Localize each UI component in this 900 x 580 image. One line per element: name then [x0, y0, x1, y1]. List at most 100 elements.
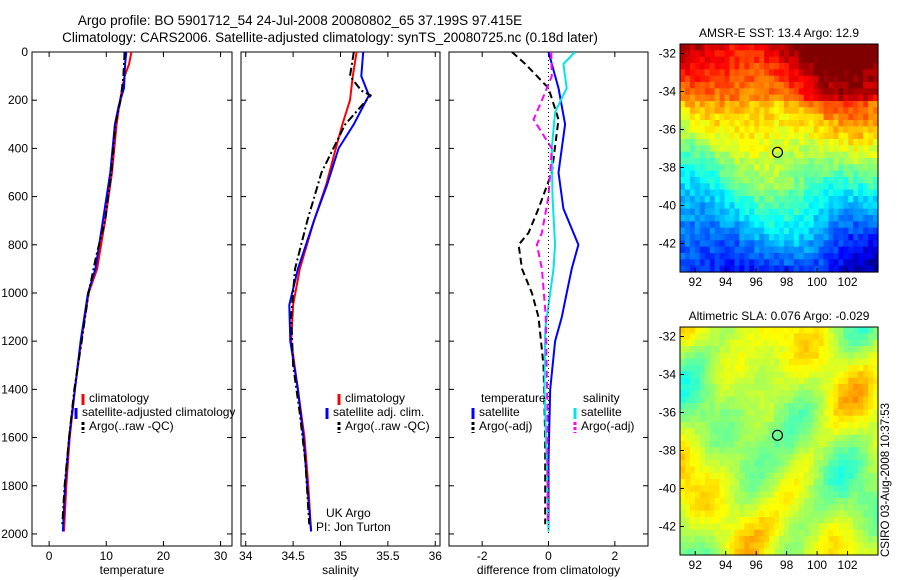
map-cell [684, 170, 691, 178]
map-cell [744, 415, 750, 423]
map-cell [704, 145, 711, 153]
map-cell [828, 215, 835, 222]
map-cell [724, 126, 731, 134]
map-cell [749, 139, 755, 146]
map-cell [863, 434, 869, 442]
map-cell [764, 139, 770, 146]
map-cell [873, 498, 879, 505]
map-cell [749, 409, 755, 417]
map-cell [853, 202, 859, 210]
map-cell [684, 183, 691, 191]
map-cell [759, 240, 765, 248]
map-cell [828, 113, 835, 121]
map-cell [754, 403, 760, 410]
map-cell [793, 358, 800, 366]
map-cell [769, 246, 775, 254]
map-cell [858, 246, 864, 254]
map-cell [823, 215, 830, 222]
map-cell [719, 415, 726, 423]
map-cell [868, 265, 874, 273]
map-cell [818, 132, 825, 140]
map-cell [828, 422, 835, 429]
map-cell [739, 215, 745, 222]
map-cell [684, 107, 691, 115]
map-cell [833, 126, 839, 134]
map-cell [694, 428, 701, 436]
map-cell [868, 221, 874, 229]
map-cell [739, 346, 745, 353]
map-cell [714, 517, 721, 524]
map-cell [783, 529, 790, 537]
map-cell [808, 384, 815, 391]
map-cell [704, 202, 711, 210]
map-cell [818, 208, 825, 216]
map-cell [823, 113, 830, 121]
map-cell [818, 352, 825, 360]
map-cell [788, 491, 795, 499]
map-cell [714, 339, 721, 347]
map-cell [803, 145, 810, 153]
map-cell [724, 352, 731, 360]
map-cell [729, 132, 736, 140]
map-cell [724, 132, 731, 140]
map-cell [803, 246, 810, 254]
map-cell [759, 479, 765, 486]
map-cell [719, 151, 726, 159]
map-cell [788, 63, 795, 70]
map-cell [863, 88, 869, 96]
map-cell [704, 422, 711, 429]
map-cell [694, 246, 701, 254]
map-cell [774, 177, 780, 184]
map-cell [868, 472, 874, 480]
map-cell [764, 94, 770, 102]
map-cell [744, 183, 750, 191]
map-cell [684, 158, 691, 165]
map-cell [774, 377, 780, 385]
map-cell [749, 145, 755, 153]
map-cell [694, 101, 701, 108]
map-cell [680, 56, 686, 64]
map-cell [749, 189, 755, 197]
map-cell [873, 259, 879, 267]
map-cell [783, 126, 790, 134]
map-cell [694, 346, 701, 353]
map-cell [704, 339, 711, 347]
map-cell [783, 504, 790, 512]
map-cell [749, 44, 755, 51]
map-cell [704, 177, 711, 184]
map-cell [739, 56, 745, 64]
map-cell [873, 422, 879, 429]
map-cell [833, 346, 839, 353]
map-cell [798, 428, 805, 436]
map-cell [724, 145, 731, 153]
map-cell [734, 132, 740, 140]
map-cell [798, 422, 805, 429]
map-cell [823, 126, 830, 134]
map-cell [853, 441, 859, 448]
map-cell [714, 132, 721, 140]
map-cell [823, 253, 830, 260]
map-cell [694, 409, 701, 417]
map-cell [704, 50, 711, 58]
map-cell [684, 113, 691, 121]
map-cell [793, 498, 800, 505]
map-cell [808, 234, 815, 241]
map-cell [853, 529, 859, 537]
map-cell [798, 485, 805, 493]
map-sst_map-frame [679, 43, 879, 273]
map-cell [863, 428, 869, 436]
map-cell [843, 415, 849, 423]
map-cell [719, 240, 726, 248]
map-cell [709, 227, 716, 235]
map-cell [853, 504, 859, 512]
map-cell [868, 453, 874, 461]
map-cell [744, 536, 750, 543]
map-cell [689, 434, 696, 442]
map-cell [724, 485, 731, 493]
map-cell [764, 472, 770, 480]
map-cell [783, 158, 790, 165]
map-cell [704, 189, 711, 197]
map-cell [764, 542, 770, 550]
map-cell [808, 227, 815, 235]
map-cell [709, 101, 716, 108]
